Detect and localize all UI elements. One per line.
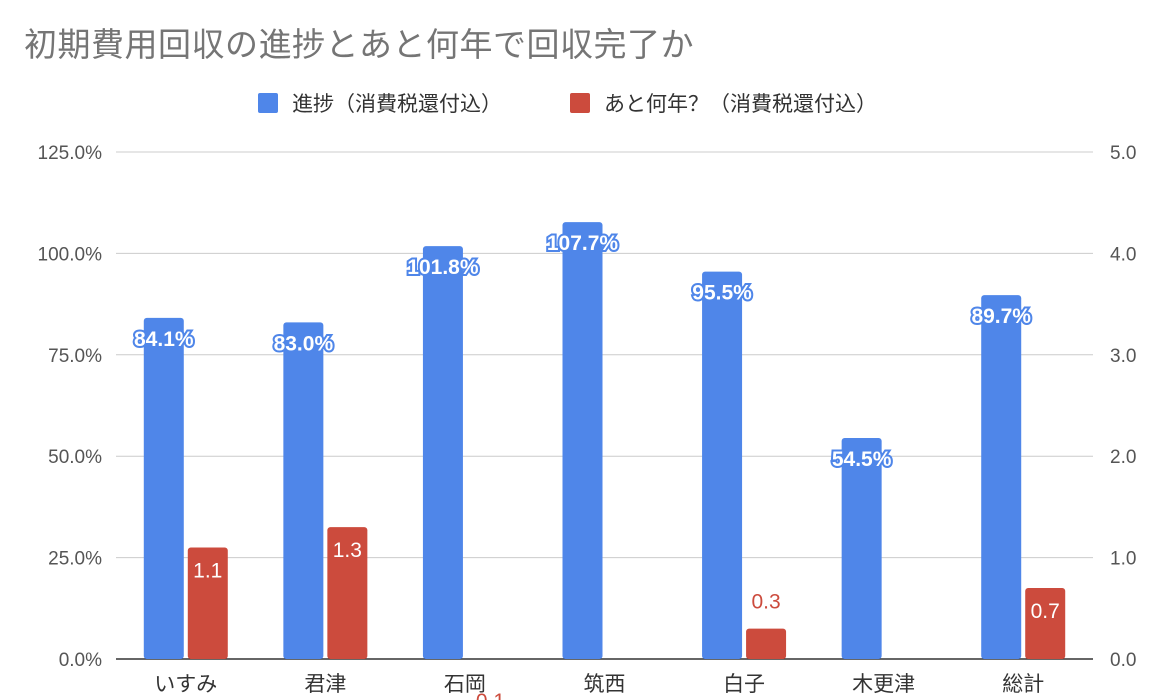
legend-item-years: あと何年？（消費税還付込） (570, 86, 877, 120)
y-right-tick-label: 2.0 (1110, 447, 1136, 468)
chart-legend: 進捗（消費税還付込） あと何年？（消費税還付込） (0, 86, 1172, 120)
legend-item-progress: 進捗（消費税還付込） (258, 86, 502, 120)
y-left-tick-label: 75.0% (48, 346, 102, 367)
data-label-progress: 107.7% (547, 232, 619, 255)
y-right-tick-label: 1.0 (1110, 549, 1136, 570)
data-label-years: 0.7 (1031, 600, 1060, 623)
bar-progress (702, 271, 743, 659)
data-label-years: -0.1 (469, 690, 505, 700)
legend-label-progress: 進捗（消費税還付込） (292, 92, 502, 116)
bar-years (327, 527, 368, 659)
x-category-label: 総計 (1002, 673, 1044, 696)
data-label-progress: 54.5% (832, 448, 892, 471)
data-label-progress: 95.5% (692, 282, 752, 305)
data-label-years: 0.3 (751, 591, 780, 614)
y-right-tick-label: 4.0 (1110, 244, 1136, 265)
y-left-tick-label: 100.0% (38, 244, 103, 265)
y-left-tick-label: 25.0% (48, 549, 102, 570)
bar-progress (283, 322, 324, 659)
bar-progress (562, 222, 603, 659)
y-right-tick-label: 5.0 (1110, 143, 1136, 164)
data-label-progress: 101.8% (407, 256, 479, 279)
bar-years (746, 628, 787, 659)
legend-swatch-years (570, 93, 590, 113)
y-left-tick-label: 0.0% (59, 650, 102, 671)
bar-progress (143, 317, 184, 659)
data-label-progress: 89.7% (971, 305, 1031, 328)
data-label-years: 1.1 (193, 559, 222, 582)
bar-progress (981, 295, 1022, 659)
y-right-tick-label: 0.0 (1110, 650, 1136, 671)
bar-years (1025, 588, 1066, 659)
x-category-label: 木更津 (852, 673, 915, 696)
data-label-years: 1.3 (333, 539, 362, 562)
bar-progress (841, 437, 882, 659)
x-category-label: いすみ (154, 673, 217, 696)
data-label-progress: 84.1% (134, 328, 194, 351)
x-category-label: 君津 (304, 673, 346, 696)
y-left-tick-label: 50.0% (48, 447, 102, 468)
x-category-label: 筑西 (584, 673, 626, 696)
data-label-progress: 83.0% (274, 332, 334, 355)
legend-label-years: あと何年？（消費税還付込） (604, 92, 877, 116)
y-right-tick-label: 3.0 (1110, 346, 1136, 367)
x-category-label: 石岡 (444, 673, 486, 696)
legend-swatch-progress (258, 93, 278, 113)
bar-years (187, 547, 228, 659)
bar-progress (422, 246, 463, 660)
x-category-label: 白子 (723, 673, 765, 696)
y-left-tick-label: 125.0% (38, 143, 103, 164)
chart-title: 初期費用回収の進捗とあと何年で回収完了か (24, 25, 694, 64)
